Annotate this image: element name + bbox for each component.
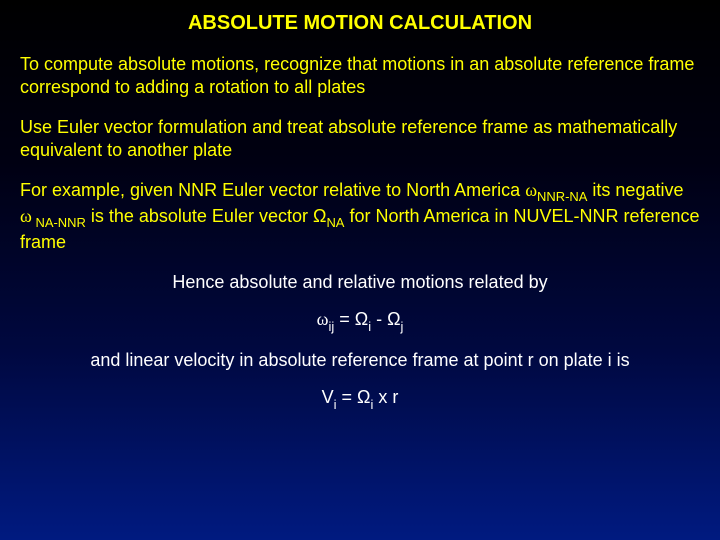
center-line-1: Hence absolute and relative motions rela… [100,271,620,294]
slide-title: ABSOLUTE MOTION CALCULATION [130,12,590,35]
center-line-2: and linear velocity in absolute referenc… [60,349,660,372]
omega-symbol-1: ω [525,180,537,200]
paragraph-1: To compute absolute motions, recognize t… [20,53,700,98]
eq2-V: V [322,387,334,407]
eq1-dash: - Ω [371,309,400,329]
eq1-mid: = Ω [334,309,368,329]
paragraph-2: Use Euler vector formulation and treat a… [20,116,700,161]
eq2-sub-i2: i [371,397,374,412]
equation-1: ωij = Ωi - Ωj [20,308,700,334]
eq2-sub-i1: i [334,397,337,412]
omega2-subscript: NA-NNR [32,215,86,230]
paragraph-3: For example, given NNR Euler vector rela… [20,179,700,253]
eq1-sub-j: j [401,319,404,334]
para3-text-b: its negative [587,180,683,200]
eq2-eq-omega: = Ω [337,387,371,407]
omega-symbol-2: ω [20,206,32,226]
eq1-sub-ij: ij [328,319,334,334]
equation-2: Vi = Ωi x r [20,386,700,412]
omega1-subscript: NNR-NA [537,189,587,204]
center-block: Hence absolute and relative motions rela… [20,271,700,413]
eq2-cross-r: x r [373,387,398,407]
para3-text-c: is the absolute Euler vector [86,206,313,226]
eq1-sub-i: i [368,319,371,334]
para3-text-a: For example, given NNR Euler vector rela… [20,180,525,200]
eq1-omega: ω [317,309,329,329]
big-omega-subscript: NA [326,215,344,230]
